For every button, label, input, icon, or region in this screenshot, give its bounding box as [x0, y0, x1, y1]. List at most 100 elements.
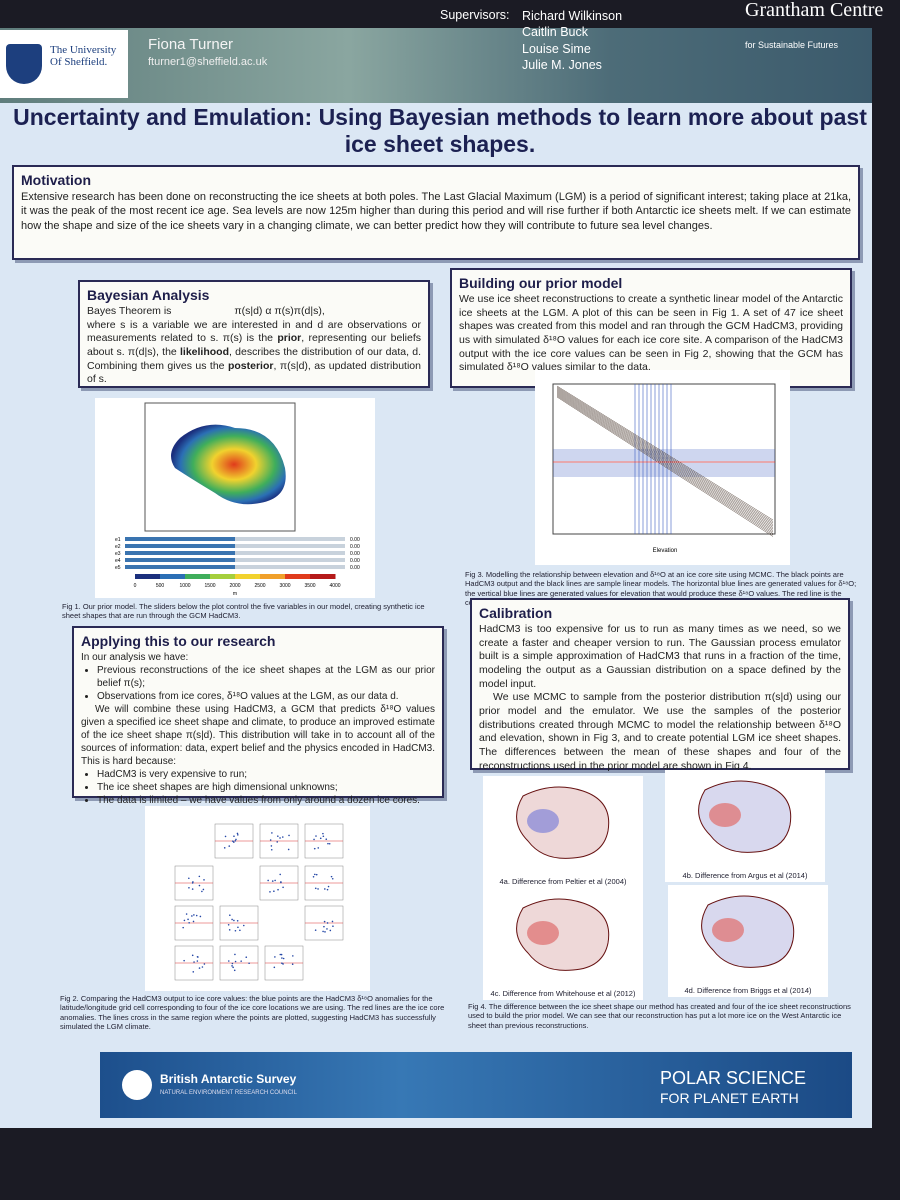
point	[248, 962, 250, 965]
point	[331, 877, 334, 880]
point	[279, 953, 282, 956]
point	[191, 915, 193, 917]
point	[282, 886, 284, 889]
formula: π(s|d) α π(s)π(d|s),	[234, 305, 325, 318]
point	[326, 922, 329, 924]
point	[227, 960, 230, 962]
model-line	[556, 395, 774, 536]
point	[325, 838, 328, 841]
heading: Building our prior model	[459, 275, 623, 291]
ice-difference	[698, 780, 792, 853]
point	[188, 921, 190, 924]
point	[267, 879, 269, 882]
point	[198, 967, 201, 969]
point	[327, 885, 330, 888]
point	[323, 920, 326, 923]
west-anomaly	[527, 809, 559, 833]
figure-4-panel: 4a. Difference from Peltier et al (2004)	[483, 776, 643, 888]
point	[199, 915, 202, 918]
paragraph: We will combine these using HadCM3, a GC…	[81, 704, 435, 768]
colorbar-tick-label: 2500	[254, 583, 265, 589]
footer-band: British Antarctic Survey NATURAL ENVIRON…	[100, 1052, 852, 1118]
slider-label: e5	[115, 565, 121, 571]
point	[187, 918, 189, 921]
bullet: HadCM3 is very expensive to run;	[97, 768, 435, 781]
west-anomaly	[527, 921, 559, 945]
point	[291, 963, 294, 966]
point	[327, 842, 329, 845]
slider-fill	[125, 565, 235, 569]
point	[269, 839, 272, 841]
point	[317, 847, 320, 849]
ice-difference	[516, 786, 610, 859]
model-line	[556, 387, 774, 524]
point	[202, 888, 205, 891]
term: prior	[277, 332, 302, 345]
model-line	[556, 391, 774, 530]
paragraph: HadCM3 is too expensive for us to run as…	[479, 623, 841, 690]
supervisor: Julie M. Jones	[522, 57, 602, 72]
bayesian-box: Bayesian Analysis Bayes Theorem is π(s|d…	[78, 280, 430, 388]
heading: Calibration	[479, 605, 553, 621]
point	[281, 957, 283, 959]
point	[280, 881, 282, 884]
point	[231, 840, 234, 842]
point	[315, 835, 317, 837]
model-line	[556, 390, 774, 528]
point	[322, 835, 325, 838]
polar-science: POLAR SCIENCE	[660, 1068, 807, 1088]
point	[237, 926, 239, 929]
point	[314, 887, 317, 890]
point	[322, 832, 324, 835]
point	[313, 847, 316, 850]
point	[232, 966, 234, 969]
paragraph: We use ice sheet reconstructions to crea…	[459, 293, 843, 374]
panel-caption: 4c. Difference from Whitehouse et al (20…	[490, 989, 636, 998]
email: fturner1@sheffield.ac.uk	[148, 56, 268, 68]
ice-map	[171, 424, 286, 505]
slider-label: e3	[115, 551, 121, 557]
panel-caption: 4b. Difference from Argus et al (2014)	[682, 871, 808, 880]
point	[328, 842, 331, 845]
point	[223, 847, 226, 849]
centre-sub: for Sustainable Futures	[745, 40, 839, 50]
point	[274, 879, 276, 882]
point	[193, 914, 195, 916]
point	[229, 914, 231, 917]
supervisor: Caitlin Buck	[522, 25, 588, 40]
term: likelihood	[180, 346, 230, 359]
map	[516, 786, 610, 859]
slider-value: 0.00	[350, 551, 360, 557]
point	[236, 832, 239, 835]
point	[236, 919, 239, 922]
ice-difference	[516, 898, 610, 971]
point	[203, 963, 206, 965]
point	[192, 920, 195, 923]
bullet: The data is limited – we have values fro…	[97, 794, 435, 807]
text: , π(s|d), as updated distribution of s.	[87, 359, 421, 386]
point	[319, 837, 322, 840]
colorbar-tick-label: 3500	[304, 583, 315, 589]
bullet: The ice sheet shapes are high dimensiona…	[97, 781, 435, 794]
point	[276, 841, 279, 843]
colorbar-tick-label: 3000	[279, 583, 290, 589]
point	[329, 929, 332, 932]
point	[227, 924, 230, 926]
point	[271, 880, 274, 882]
point	[287, 848, 290, 851]
figure-2	[145, 806, 370, 991]
text: In our analysis we have:	[81, 652, 189, 664]
slider-fill	[125, 537, 235, 541]
slider-value: 0.00	[350, 565, 360, 571]
nerc: NATURAL ENVIRONMENT RESEARCH COUNCIL	[160, 1090, 297, 1096]
point	[313, 873, 316, 876]
text: , representing our beliefs about s. π(d|…	[87, 332, 421, 359]
colorbar-segment	[185, 574, 211, 579]
point	[234, 953, 236, 956]
slider-label: e4	[115, 558, 121, 564]
colorbar-segment	[160, 574, 186, 579]
supervisors-label: Supervisors:	[440, 8, 510, 22]
paragraph: We use MCMC to sample from the posterior…	[479, 691, 841, 772]
supervisor: Louise Sime	[522, 41, 591, 56]
